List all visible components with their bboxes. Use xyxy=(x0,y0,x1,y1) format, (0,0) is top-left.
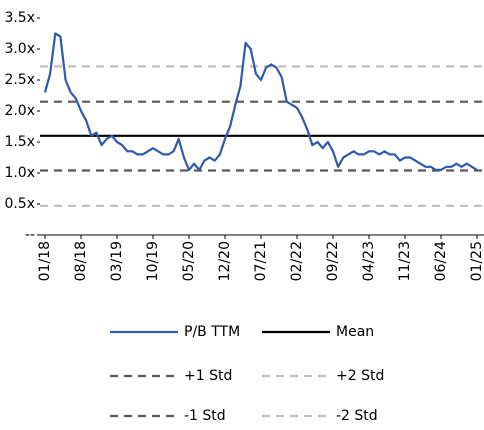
x-tick-label: 03/19 xyxy=(109,241,125,281)
x-tick-label: 10/19 xyxy=(145,241,161,281)
x-tick-label: 02/22 xyxy=(289,241,305,281)
legend-label: Mean xyxy=(336,324,374,340)
y-tick-label: 0.5x xyxy=(4,196,35,212)
legend-label: P/B TTM xyxy=(184,324,240,340)
legend-label: +1 Std xyxy=(184,368,232,384)
x-tick-label: 01/18 xyxy=(37,241,53,281)
legend-label: -1 Std xyxy=(184,408,226,424)
y-tick-label: 1.0x xyxy=(4,165,35,181)
x-tick-label: 09/22 xyxy=(325,241,341,281)
y-tick-label: 2.5x xyxy=(4,72,35,88)
x-tick-label: 07/21 xyxy=(253,241,269,281)
x-tick-label: 05/20 xyxy=(181,241,197,281)
y-tick-label: -- xyxy=(25,227,35,243)
x-tick-label: 06/24 xyxy=(433,241,449,281)
data-line xyxy=(43,32,478,171)
x-tick-label: 08/18 xyxy=(73,241,89,281)
y-tick-label: 1.5x xyxy=(4,134,35,150)
y-tick-label: 2.0x xyxy=(4,103,35,119)
x-tick-label: 04/23 xyxy=(361,241,377,281)
legend-label: -2 Std xyxy=(336,408,378,424)
y-tick-label: 3.0x xyxy=(4,41,35,57)
x-tick-label: 01/25 xyxy=(469,241,484,281)
x-tick-label: 11/23 xyxy=(397,241,413,281)
legend-label: +2 Std xyxy=(336,368,384,384)
x-tick-label: 12/20 xyxy=(217,241,233,281)
y-tick-label: 3.5x xyxy=(4,10,35,26)
